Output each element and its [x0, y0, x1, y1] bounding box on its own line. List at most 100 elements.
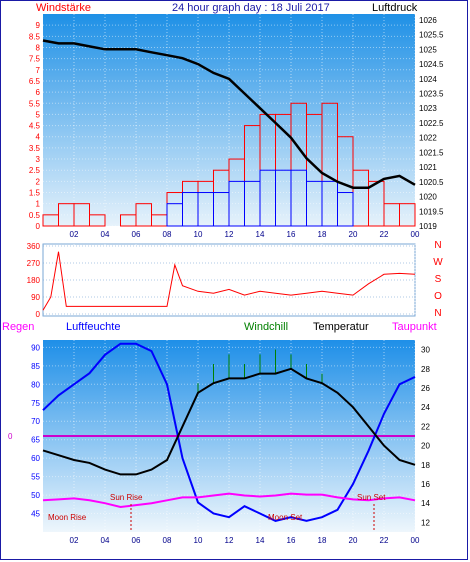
humidity-tick-label: 45	[31, 510, 40, 519]
wind-direction-ticks: 0 90 180 270 360	[27, 242, 41, 319]
pressure-tick-label: 1019	[419, 222, 437, 231]
wind-tick-label: 6	[36, 88, 41, 97]
time-axis-3: 02 04 06 08 10 12 14 16 18 20 22 00	[70, 536, 420, 545]
wind-tick-label: 2.5	[29, 166, 41, 175]
wind-tick-label: 3	[36, 155, 41, 164]
pressure-tick-label: 1021.5	[419, 148, 444, 157]
x-tick-label: 00	[411, 230, 420, 239]
wind-axis-ticks: 0 0.5 1 1.5 2 2.5 3 3.5 4 4.5 5 5.5 6 6.5 7 7.5 8 8.5 9	[29, 21, 41, 231]
wind-tick-label: 1	[36, 200, 41, 209]
temperature-tick-label: 26	[421, 384, 430, 393]
humidity-tick-label: 85	[31, 362, 40, 371]
x-tick-label: 02	[70, 230, 79, 239]
pressure-tick-label: 1025.5	[419, 31, 444, 40]
pressure-tick-label: 1024.5	[419, 60, 444, 69]
compass-letter: O	[434, 291, 442, 302]
humidity-tick-label: 90	[31, 343, 40, 352]
x-tick-label: 20	[349, 536, 358, 545]
x-tick-label: 10	[194, 230, 203, 239]
pressure-tick-label: 1020	[419, 193, 437, 202]
pressure-tick-label: 1022.5	[419, 119, 444, 128]
humidity-tick-label: 75	[31, 399, 40, 408]
wind-tick-label: 7	[36, 66, 41, 75]
x-tick-label: 18	[318, 536, 327, 545]
moon-set-label: Moon Set	[268, 513, 303, 522]
wind-tick-label: 9	[36, 21, 41, 30]
temperature-tick-label: 20	[421, 442, 430, 451]
x-tick-label: 18	[318, 230, 327, 239]
pressure-axis-ticks: 1019 1019.5 1020 1020.5 1021 1021.5 1022 1022.5…	[419, 16, 444, 231]
pressure-tick-label: 1024	[419, 75, 437, 84]
humidity-label: Luftfeuchte	[66, 321, 120, 333]
x-tick-label: 00	[411, 536, 420, 545]
temperature-label: Temperatur	[313, 321, 369, 333]
dewpoint-label: Taupunkt	[392, 321, 437, 333]
rain-label: Regen	[2, 321, 34, 333]
wind-tick-label: 5	[36, 110, 41, 119]
wind-pressure-series	[42, 39, 416, 227]
humidity-tick-label: 65	[31, 436, 40, 445]
wind-direction-series	[42, 251, 416, 311]
pressure-axis-title: Luftdruck	[372, 2, 418, 14]
pressure-tick-label: 1022	[419, 134, 437, 143]
wind-tick-label: 4	[36, 133, 41, 142]
x-tick-label: 14	[256, 230, 265, 239]
temperature-tick-label: 30	[421, 346, 430, 355]
x-tick-label: 12	[225, 536, 234, 545]
wind-tick-label: 2	[36, 177, 41, 186]
direction-tick-label: 270	[27, 259, 41, 268]
pressure-tick-label: 1026	[419, 16, 437, 25]
sun-rise-label: Sun Rise	[110, 493, 143, 502]
pressure-tick-label: 1025	[419, 45, 437, 54]
x-tick-label: 12	[225, 230, 234, 239]
wind-tick-label: 0	[36, 222, 41, 231]
humidity-tick-label: 55	[31, 473, 40, 482]
humidity-tick-label: 70	[31, 417, 40, 426]
humidity-axis-ticks: 45 50 55 60 65 70 75 80 85 90	[31, 343, 40, 518]
pressure-tick-label: 1023	[419, 104, 437, 113]
humidity-tick-label: 50	[31, 491, 40, 500]
compass-letter: W	[433, 257, 443, 268]
pressure-tick-label: 1021	[419, 163, 437, 172]
temperature-axis-ticks: 12 14 16 18 20 22 24 26 28 30	[421, 346, 430, 528]
wind-tick-label: 8.5	[29, 32, 41, 41]
wind-tick-label: 8	[36, 43, 41, 52]
gust-bar	[337, 192, 354, 227]
x-tick-label: 20	[349, 230, 358, 239]
direction-tick-label: 0	[36, 310, 41, 319]
wind-bar	[89, 214, 106, 227]
temperature-tick-label: 28	[421, 365, 430, 374]
pressure-tick-label: 1019.5	[419, 207, 444, 216]
pressure-line	[42, 39, 416, 189]
wind-tick-label: 1.5	[29, 189, 41, 198]
rain-zero-label: 0	[8, 432, 13, 441]
direction-tick-label: 90	[31, 293, 40, 302]
x-tick-label: 08	[163, 536, 172, 545]
direction-tick-label: 360	[27, 242, 41, 251]
sun-set-label: Sun Set	[357, 493, 386, 502]
time-axis-1: 02 04 06 08 10 12 14 16 18 20 22 00	[70, 230, 420, 239]
x-tick-label: 16	[287, 536, 296, 545]
wind-direction-line	[42, 251, 416, 311]
wind-tick-label: 3.5	[29, 144, 41, 153]
wind-tick-label: 6.5	[29, 77, 41, 86]
moon-rise-label: Moon Rise	[48, 513, 87, 522]
dewpoint-line	[42, 492, 416, 509]
temperature-tick-label: 16	[421, 480, 430, 489]
temperature-tick-label: 22	[421, 422, 430, 431]
temperature-tick-label: 14	[421, 499, 430, 508]
compass-letter: S	[435, 274, 442, 285]
x-tick-label: 22	[380, 230, 389, 239]
wind-bar	[399, 203, 416, 227]
pressure-tick-label: 1020.5	[419, 178, 444, 187]
x-tick-label: 06	[132, 230, 141, 239]
x-tick-label: 10	[194, 536, 203, 545]
x-tick-label: 14	[256, 536, 265, 545]
chart-title: 24 hour graph day : 18 Juli 2017	[172, 2, 330, 14]
temperature-tick-label: 18	[421, 461, 430, 470]
x-tick-label: 04	[101, 536, 110, 545]
temperature-line	[42, 367, 416, 476]
wind-tick-label: 7.5	[29, 55, 41, 64]
temperature-tick-label: 24	[421, 403, 430, 412]
